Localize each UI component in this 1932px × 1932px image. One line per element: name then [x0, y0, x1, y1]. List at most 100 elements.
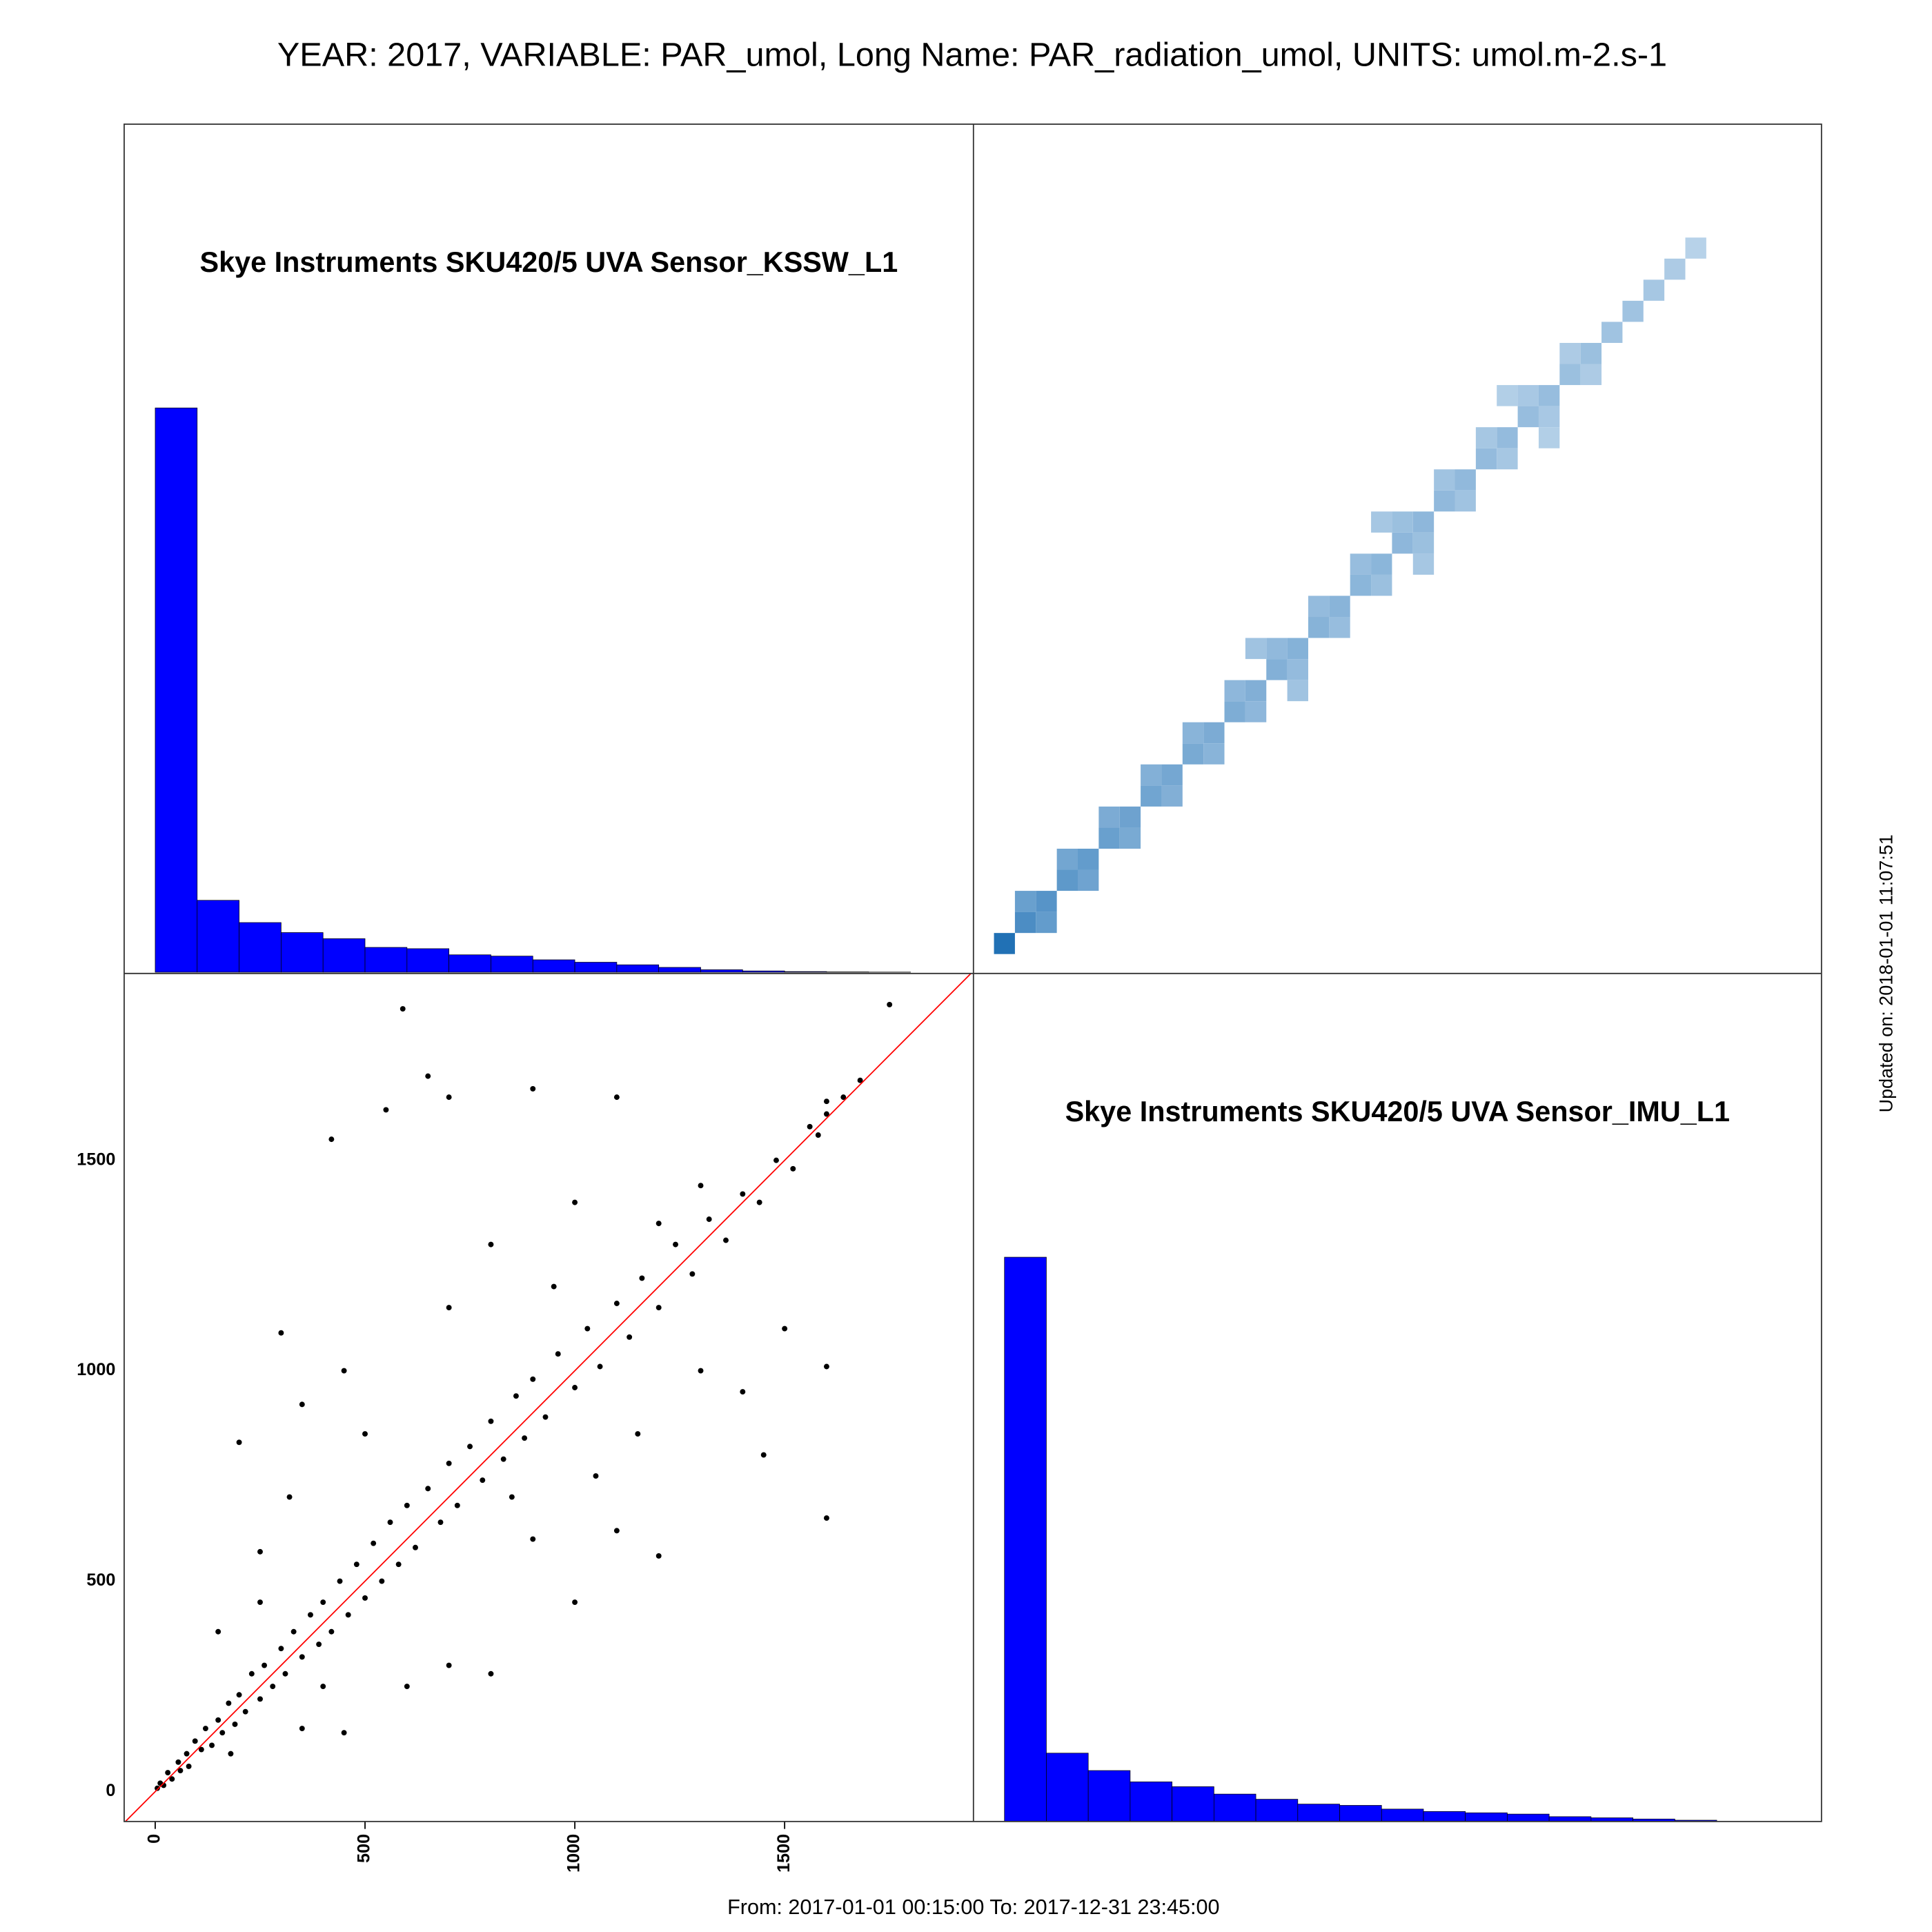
- density-cell: [1434, 490, 1455, 512]
- reference-line: [124, 973, 972, 1822]
- density-cell: [1497, 427, 1518, 448]
- x-tick-label: 0: [145, 1834, 164, 1844]
- scatter-point: [198, 1746, 204, 1753]
- density-cell: [1245, 680, 1267, 702]
- panel-label: Skye Instruments SKU420/5 UVA Sensor_KSS…: [199, 246, 898, 278]
- scatter-point: [446, 1094, 452, 1101]
- density-cell: [1538, 406, 1560, 428]
- scatter-point: [316, 1642, 322, 1648]
- scatter-point: [613, 1094, 620, 1101]
- scatter-point: [248, 1670, 255, 1677]
- scatter-point: [522, 1435, 528, 1441]
- scatter-point: [530, 1376, 536, 1382]
- density-cell: [1245, 638, 1267, 660]
- histogram-bar: [281, 932, 324, 973]
- scatter-point: [320, 1599, 326, 1606]
- density-cell: [1392, 511, 1413, 533]
- scatter-point: [257, 1548, 263, 1555]
- histogram-bar: [658, 967, 701, 973]
- scatter-point: [488, 1418, 494, 1424]
- density-cell: [1559, 342, 1581, 364]
- scatter-point: [467, 1443, 473, 1450]
- density-cell: [1119, 806, 1141, 828]
- side-note: Updated on: 2018-01-01 11:07:51: [1875, 834, 1896, 1112]
- density-cell: [1161, 764, 1183, 786]
- scatter-point: [186, 1763, 192, 1769]
- scatter-point: [379, 1578, 385, 1584]
- histogram-bar: [1339, 1805, 1382, 1822]
- density-cell: [1036, 911, 1057, 934]
- density-cell: [1475, 427, 1497, 448]
- density-cell: [1119, 827, 1141, 849]
- density-cell: [1203, 743, 1225, 765]
- x-tick-label: 1500: [774, 1834, 793, 1873]
- density-cell: [1643, 279, 1665, 301]
- histogram-bar: [742, 970, 785, 973]
- scatter-point: [400, 1006, 406, 1012]
- scatter-point: [454, 1502, 460, 1508]
- density-cell: [1412, 511, 1435, 533]
- scatter-point: [698, 1368, 704, 1374]
- frame: [124, 124, 1822, 1822]
- y-tick-label: 1000: [77, 1360, 115, 1379]
- histogram-bar: [616, 964, 660, 973]
- scatter-point: [773, 1157, 779, 1163]
- scatter-point: [542, 1414, 549, 1420]
- density-cell: [1475, 448, 1497, 470]
- scatter-point: [790, 1165, 796, 1172]
- histogram-bar: [1297, 1804, 1340, 1822]
- histogram-bar: [448, 954, 491, 973]
- scatter-point: [383, 1107, 389, 1113]
- density-cell: [1371, 511, 1392, 533]
- scatter-point: [282, 1670, 288, 1677]
- scatter-point: [395, 1561, 402, 1568]
- density-cell: [1622, 300, 1644, 322]
- scatter-point: [488, 1670, 494, 1677]
- histogram-bar: [1507, 1813, 1550, 1822]
- scatter-point: [328, 1628, 335, 1635]
- histogram-bar: [1548, 1816, 1592, 1822]
- scatter-point: [257, 1599, 263, 1606]
- density-cell: [994, 933, 1015, 954]
- density-cell: [1098, 827, 1120, 849]
- scatter-point: [698, 1183, 704, 1189]
- density-cell: [1141, 764, 1162, 786]
- scatter-point: [488, 1241, 494, 1248]
- scatter-point: [572, 1199, 578, 1205]
- density-cell: [1014, 911, 1036, 934]
- density-cell: [1161, 785, 1183, 807]
- scatter-point: [404, 1502, 410, 1508]
- scatter-point: [823, 1098, 829, 1105]
- scatter-point: [740, 1389, 746, 1395]
- histogram-bar: [197, 900, 239, 973]
- scatter-area: [124, 973, 972, 1822]
- histogram-bar: [1172, 1786, 1214, 1822]
- density-cell: [1308, 617, 1330, 638]
- scatter-point: [446, 1460, 452, 1466]
- scatter-point: [823, 1363, 829, 1370]
- scatter-point: [513, 1393, 519, 1399]
- density-cell: [1371, 574, 1392, 596]
- density-cell: [1077, 869, 1099, 891]
- scatter-point: [192, 1738, 198, 1744]
- density-cell: [1517, 406, 1539, 428]
- scatter-point: [823, 1111, 829, 1117]
- scatter-point: [226, 1700, 232, 1706]
- y-tick-label: 0: [106, 1781, 115, 1800]
- scatter-point: [815, 1132, 821, 1138]
- scatter-point: [299, 1654, 305, 1660]
- x-tick-label: 500: [355, 1834, 374, 1863]
- density-cell: [1455, 469, 1476, 491]
- density-cell: [1392, 532, 1413, 554]
- density-cell: [1580, 364, 1602, 386]
- scatter-point: [656, 1221, 662, 1227]
- density-cell: [1308, 595, 1330, 618]
- scatter-point: [341, 1368, 347, 1374]
- scatter-point: [232, 1721, 238, 1727]
- scatter-point: [425, 1486, 431, 1492]
- footer: From: 2017-01-01 00:15:00 To: 2017-12-31…: [727, 1895, 1219, 1919]
- histogram-bar: [364, 947, 408, 973]
- scatter-point: [362, 1595, 368, 1601]
- scatter-point: [169, 1776, 175, 1782]
